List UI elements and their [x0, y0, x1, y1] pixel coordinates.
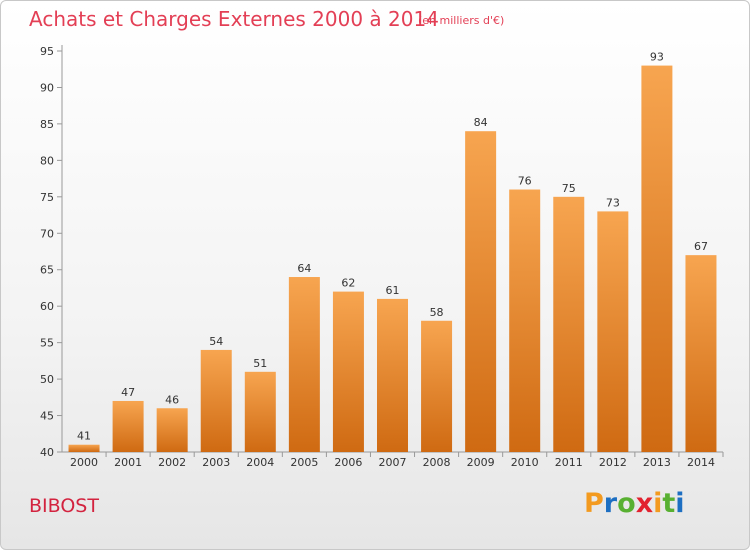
- bar: [332, 291, 364, 452]
- x-tick-label: 2008: [423, 456, 451, 469]
- y-tick-label: 50: [40, 373, 54, 386]
- x-tick-label: 2002: [158, 456, 186, 469]
- bar: [377, 298, 408, 452]
- bar: [553, 196, 585, 452]
- bar: [465, 131, 497, 452]
- bar-value-label: 51: [253, 357, 267, 370]
- x-tick-label: 2012: [599, 456, 627, 469]
- bar-value-label: 76: [518, 175, 532, 188]
- x-tick-label: 2013: [643, 456, 671, 469]
- y-tick-label: 90: [40, 81, 54, 94]
- x-tick-label: 2014: [687, 456, 715, 469]
- bar-value-label: 64: [297, 262, 311, 275]
- bar-value-label: 47: [121, 386, 135, 399]
- logo-letter: o: [617, 488, 636, 519]
- x-tick-label: 2011: [555, 456, 583, 469]
- bar-value-label: 67: [694, 240, 708, 253]
- y-tick-label: 65: [40, 264, 54, 277]
- bar: [112, 400, 144, 452]
- chart-axes: 40 45 50 55 60 65 70 75 80 85 90 95 2000 2001 2002 2003…: [40, 45, 724, 469]
- bar: [156, 408, 188, 452]
- x-tick-label: 2007: [379, 456, 407, 469]
- bar-value-label: 75: [562, 182, 576, 195]
- logo-letter: x: [635, 488, 654, 519]
- y-tick-label: 80: [40, 154, 54, 167]
- y-tick-label: 85: [40, 118, 54, 131]
- bar: [244, 371, 276, 452]
- x-tick-label: 2010: [511, 456, 539, 469]
- bar-value-label: 73: [606, 196, 620, 209]
- bar-value-label: 84: [474, 116, 488, 129]
- chart-bars: 41 47 46 54 51 64 62 61 58 84 76 75 73 93 67: [68, 51, 717, 452]
- bar-value-label: 58: [430, 306, 444, 319]
- bar: [421, 320, 453, 452]
- bar: [68, 444, 100, 452]
- bar: [641, 65, 673, 452]
- bar: [288, 277, 320, 452]
- x-tick-label: 2006: [334, 456, 362, 469]
- bar-value-label: 54: [209, 335, 223, 348]
- logo-letter: i: [653, 488, 663, 519]
- bar: [200, 349, 232, 452]
- y-tick-label: 60: [40, 300, 54, 313]
- y-tick-label: 45: [40, 410, 54, 423]
- x-tick-label: 2005: [290, 456, 318, 469]
- y-tick-label: 40: [40, 446, 54, 459]
- x-tick-label: 2003: [202, 456, 230, 469]
- bar: [685, 255, 717, 452]
- x-tick-label: 2009: [467, 456, 495, 469]
- logo-letter: r: [603, 488, 618, 519]
- logo-letter: P: [584, 488, 604, 519]
- commune-name: BIBOST: [29, 495, 99, 517]
- logo-letter: t: [662, 488, 676, 519]
- proxiti-logo: Proxiti: [584, 488, 685, 519]
- chart-title: Achats et Charges Externes 2000 à 2014: [29, 7, 439, 31]
- y-tick-label: 75: [40, 191, 54, 204]
- chart-unit: (en milliers d'€): [418, 14, 505, 27]
- bar-value-label: 41: [77, 430, 91, 443]
- y-tick-label: 55: [40, 337, 54, 350]
- bar-value-label: 46: [165, 393, 179, 406]
- x-tick-label: 2000: [70, 456, 98, 469]
- x-tick-label: 2001: [114, 456, 142, 469]
- bar: [509, 189, 541, 452]
- y-tick-label: 95: [40, 45, 54, 58]
- bar-value-label: 93: [650, 51, 664, 64]
- bar: [597, 211, 629, 452]
- bar-value-label: 61: [386, 284, 400, 297]
- x-tick-label: 2004: [246, 456, 274, 469]
- y-tick-label: 70: [40, 227, 54, 240]
- bar-value-label: 62: [341, 277, 355, 290]
- logo-letter: i: [675, 488, 685, 519]
